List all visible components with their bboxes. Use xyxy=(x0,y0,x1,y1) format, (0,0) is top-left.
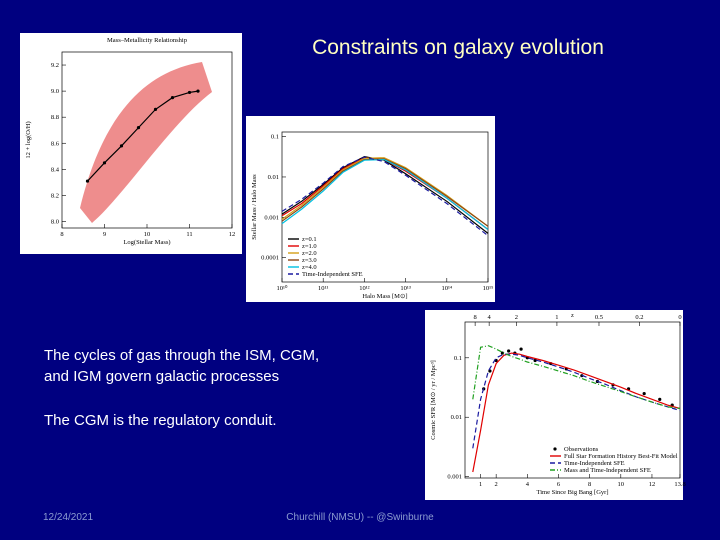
y-tick-label: 8.4 xyxy=(51,166,60,173)
y-tick-label: 0.0001 xyxy=(261,255,279,262)
top-tick-label: 8 xyxy=(474,314,477,321)
y-tick-label: 0.001 xyxy=(264,214,279,221)
series-line xyxy=(281,156,489,237)
data-point xyxy=(187,90,192,95)
legend-label: Time-Independent SFE xyxy=(564,460,625,467)
data-point xyxy=(85,179,90,183)
data-point xyxy=(102,161,107,165)
legend-label: Full Star Formation History Best-Fit Mod… xyxy=(564,453,678,460)
x-tick-label: 8 xyxy=(588,481,591,488)
plot-frame xyxy=(464,321,681,479)
x-tick-label: 6 xyxy=(557,481,561,488)
series-line xyxy=(281,157,489,227)
x-tick-label: 11 xyxy=(186,231,192,238)
body-text: The CGM is the regulatory conduit. xyxy=(44,412,277,429)
top-tick-label: 1 xyxy=(555,314,558,321)
legend-label: Mass and Time-Independent SFE xyxy=(564,467,651,474)
y-tick-label: 8.8 xyxy=(51,114,59,121)
top-tick-label: 0.5 xyxy=(595,314,603,321)
legend-label: z=4.0 xyxy=(302,264,317,271)
top-tick-label: 4 xyxy=(488,314,492,321)
y-axis-label: Stellar Mass / Halo Mass xyxy=(251,174,258,240)
x-axis-label: Time Since Big Bang [Gyr] xyxy=(537,489,609,496)
y-tick-label: 8.6 xyxy=(51,140,60,147)
y-tick-label: 8.0 xyxy=(51,218,59,225)
data-point xyxy=(507,349,511,353)
legend-label: z=0.1 xyxy=(302,236,317,243)
x-axis-label: Log(Stellar Mass) xyxy=(123,239,170,246)
y-axis-label: Cosmic SFR [M⊙ / yr / Mpc³] xyxy=(430,360,437,440)
series-line xyxy=(472,352,681,473)
series-line xyxy=(472,353,681,449)
x-tick-label: 10¹⁰ xyxy=(276,284,287,292)
body-text: The cycles of gas through the ISM, CGM, xyxy=(44,347,319,364)
x-tick-label: 10¹² xyxy=(359,285,369,292)
series-line xyxy=(472,345,681,410)
series-line xyxy=(87,90,199,182)
top-tick-label: 0 xyxy=(678,314,681,321)
y-tick-label: 8.2 xyxy=(51,192,59,199)
x-tick-label: 10¹⁵ xyxy=(483,285,494,292)
data-point xyxy=(642,391,646,396)
data-point xyxy=(500,351,504,355)
x-tick-label: 10 xyxy=(144,231,151,238)
footer-date: 12/24/2021 xyxy=(43,512,93,523)
top-axis-label: z xyxy=(571,312,574,319)
data-point xyxy=(533,358,537,363)
x-tick-label: 9 xyxy=(103,231,106,238)
x-tick-label: 12 xyxy=(229,231,236,238)
y-tick-label: 9.0 xyxy=(51,88,59,95)
x-axis-label: Halo Mass [M⊙] xyxy=(362,293,407,300)
y-tick-label: 9.2 xyxy=(51,62,59,69)
footer-text: Churchill (NMSU) -- @Swinburne xyxy=(286,512,434,523)
body-text: and IGM govern galactic processes xyxy=(44,368,279,385)
data-point xyxy=(119,144,124,148)
y-tick-label: 0.01 xyxy=(268,174,279,181)
legend-marker xyxy=(553,447,557,451)
data-point xyxy=(658,397,662,401)
x-tick-label: 4 xyxy=(526,481,530,488)
data-point xyxy=(153,107,158,111)
data-point xyxy=(170,96,175,100)
x-tick-label: 10¹³ xyxy=(400,285,410,292)
series-line xyxy=(281,158,489,230)
x-tick-label: 12 xyxy=(649,481,656,488)
legend-label: Time-Independent SFE xyxy=(302,271,363,278)
x-tick-label: 10 xyxy=(618,481,625,488)
data-point xyxy=(136,126,141,130)
legend-label: z=1.0 xyxy=(302,243,317,250)
x-tick-label: 8 xyxy=(60,231,63,238)
legend-label: Observations xyxy=(564,446,599,453)
chart-title: Mass–Metallicity Relationship xyxy=(107,37,187,44)
x-tick-label: 13.8 xyxy=(674,481,685,488)
y-axis-label: 12 + log(O/H) xyxy=(25,121,32,158)
y-tick-label: 0.01 xyxy=(451,414,462,421)
plot-frame xyxy=(281,131,489,283)
x-tick-label: 2 xyxy=(495,481,498,488)
y-tick-label: 0.1 xyxy=(454,355,462,362)
scatter-cloud xyxy=(80,62,212,223)
top-tick-label: 0.2 xyxy=(635,314,643,321)
x-tick-label: 10¹⁴ xyxy=(441,285,452,292)
x-tick-label: 10¹¹ xyxy=(318,285,328,292)
legend-label: z=2.0 xyxy=(302,250,317,257)
slide-title: Constraints on galaxy evolution xyxy=(312,36,604,59)
chart-background xyxy=(425,310,683,500)
data-point xyxy=(519,347,523,351)
charts: 8.08.28.48.68.89.09.28 9 10 11 12Mass–Metall… xyxy=(20,33,686,500)
top-tick-label: 2 xyxy=(515,314,518,321)
data-point xyxy=(196,89,200,93)
y-tick-label: 0.1 xyxy=(271,134,279,141)
y-tick-label: 0.001 xyxy=(447,474,462,481)
legend-label: z=3.0 xyxy=(302,257,317,264)
x-tick-label: 1 xyxy=(479,481,482,488)
